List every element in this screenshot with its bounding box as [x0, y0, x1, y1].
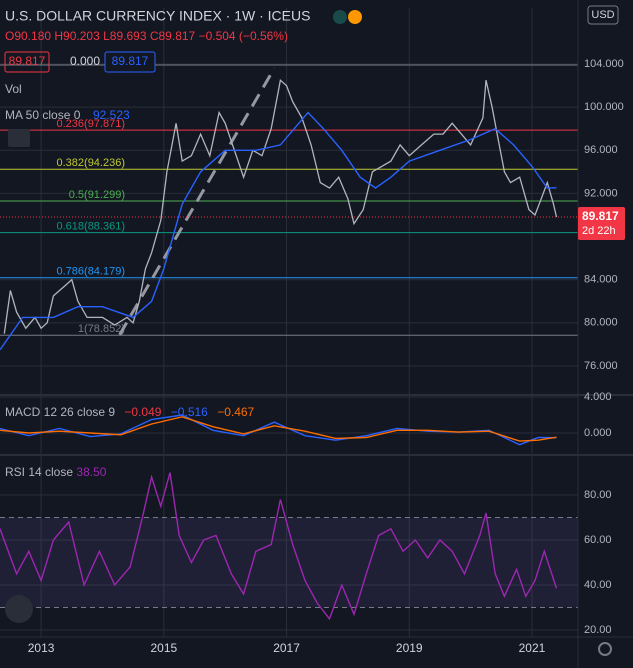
- y-tick-label: 104.000: [584, 58, 624, 70]
- x-tick-label: 2013: [28, 641, 55, 655]
- logo[interactable]: [5, 595, 33, 623]
- ohlc-close: C89.817: [150, 29, 196, 43]
- buy-box[interactable]: [104, 51, 156, 73]
- sell-box[interactable]: [4, 51, 50, 73]
- status-icon[interactable]: [348, 10, 362, 24]
- currency: USD: [591, 9, 614, 21]
- y-tick-label: 20.00: [584, 624, 612, 636]
- x-tick-label: 2021: [519, 641, 546, 655]
- y-tick-label: 96.000: [584, 144, 618, 156]
- last-price-label: 89.817: [582, 209, 619, 223]
- fib-label: 0.236(97.871): [57, 118, 126, 130]
- status-icon[interactable]: [333, 10, 347, 24]
- y-tick-label: 76.000: [584, 360, 618, 372]
- rsi-label: RSI 14 close: [5, 465, 73, 479]
- ma-value: 92.523: [93, 108, 130, 122]
- grid: [0, 8, 578, 637]
- y-tick-label: 80.000: [584, 317, 618, 329]
- series-line: [0, 472, 558, 621]
- y-tick-label: 84.000: [584, 274, 618, 286]
- countdown: 2d 22h: [582, 225, 616, 237]
- y-tick-label: 40.00: [584, 579, 612, 591]
- last-price-box: [578, 206, 625, 240]
- y-tick-label: 80.00: [584, 489, 612, 501]
- series-line: [3, 78, 558, 334]
- trend-line: [118, 67, 276, 336]
- collapse-button[interactable]: [8, 129, 30, 147]
- fib-label: 0.382(94.236): [57, 157, 126, 169]
- x-tick-label: 2017: [273, 641, 300, 655]
- x-tick-label: 2019: [396, 641, 423, 655]
- settings-icon[interactable]: [598, 642, 612, 656]
- macd-label: MACD 12 26 close 9: [5, 405, 115, 419]
- ohlc-change: −0.504 (−0.56%): [199, 29, 288, 43]
- fib-label: 0.618(88.361): [57, 221, 126, 233]
- macd-title: MACD 12 26 close 9 −0.049 −0.516 −0.467: [5, 405, 255, 419]
- series-line: [0, 111, 557, 351]
- ohlc-open: O90.180: [5, 29, 51, 43]
- macd-value: −0.516: [171, 405, 208, 419]
- fib-label: 1(78.852): [78, 323, 125, 335]
- ohlc-low: L89.693: [103, 29, 147, 43]
- currency-box[interactable]: [587, 5, 619, 25]
- macd-hist-value: −0.049: [124, 405, 161, 419]
- ma-label: MA 50 close 0: [5, 108, 81, 122]
- y-tick-label: 0.000: [584, 427, 612, 439]
- macd-signal-value: −0.467: [217, 405, 254, 419]
- x-tick-label: 2015: [150, 641, 177, 655]
- fib-label: 0.5(91.299): [69, 189, 125, 201]
- rsi-value: 38.50: [76, 465, 106, 479]
- ohlc: O90.180 H90.203 L89.693 C89.817 −0.504 (…: [5, 29, 288, 43]
- y-tick-label: 60.00: [584, 534, 612, 546]
- sell-price: 89.817: [9, 54, 46, 68]
- y-tick-label: 92.000: [584, 187, 618, 199]
- y-tick-label: 100.000: [584, 101, 624, 113]
- buy-price: 89.817: [112, 54, 149, 68]
- chart-title: U.S. DOLLAR CURRENCY INDEX · 1W · ICEUS: [5, 8, 310, 24]
- rsi-title: RSI 14 close 38.50: [5, 465, 107, 479]
- volume-label: Vol: [5, 82, 22, 96]
- ohlc-high: H90.203: [54, 29, 100, 43]
- y-tick-label: 4.000: [584, 391, 612, 403]
- series-line: [0, 416, 557, 442]
- marks: 0.236(97.871) 0.382(94.236) 0.5(91.299) 0.6…: [0, 64, 578, 621]
- fib-label: 0.786(84.179): [57, 266, 126, 278]
- spread: 0.000: [70, 54, 100, 68]
